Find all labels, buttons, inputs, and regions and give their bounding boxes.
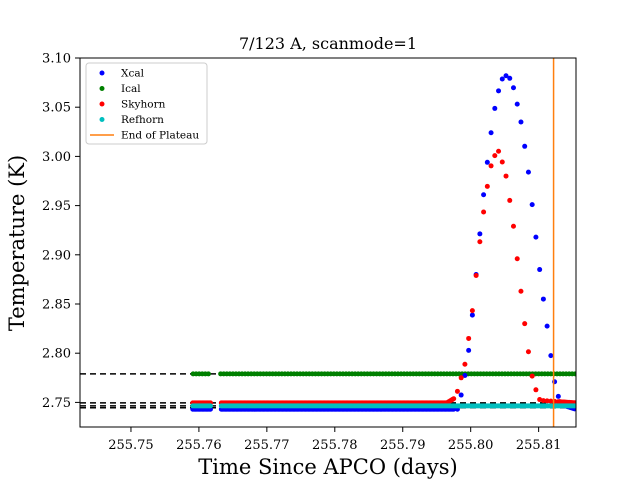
y-tick-label: 2.90: [42, 248, 71, 263]
data-point-skyhorn: [503, 173, 509, 179]
data-point-xcal: [522, 143, 528, 149]
data-point-skyhorn: [522, 321, 528, 327]
legend-label: Xcal: [121, 68, 145, 80]
data-point-xcal: [540, 296, 546, 302]
data-point-skyhorn: [454, 388, 460, 394]
data-point-xcal: [503, 73, 509, 79]
legend-swatch-ical: [99, 86, 105, 91]
x-tick-label: 255.79: [380, 438, 426, 453]
legend-label: Skyhorn: [121, 99, 166, 111]
data-point-ical: [572, 371, 576, 377]
data-point-xcal: [477, 231, 483, 237]
series-refhorn: [190, 403, 576, 409]
data-point-xcal: [462, 372, 468, 378]
data-point-skyhorn: [525, 349, 531, 355]
data-point-xcal: [484, 159, 490, 165]
data-point-skyhorn: [510, 223, 516, 229]
data-point-xcal: [499, 76, 505, 82]
x-tick-label: 255.78: [312, 438, 358, 453]
data-point-refhorn: [207, 403, 213, 409]
data-point-skyhorn: [481, 209, 487, 215]
data-point-skyhorn: [473, 272, 479, 278]
data-point-ical: [205, 371, 211, 377]
y-tick-label: 3.00: [42, 150, 71, 165]
data-point-xcal: [510, 85, 516, 91]
data-point-skyhorn: [529, 373, 535, 379]
legend-label: End of Plateau: [121, 130, 199, 142]
data-point-skyhorn: [466, 335, 472, 341]
data-point-refhorn: [572, 403, 576, 409]
data-point-skyhorn: [540, 398, 546, 404]
data-point-xcal: [525, 169, 531, 175]
legend-frame: [85, 62, 208, 145]
data-point-skyhorn: [544, 398, 550, 404]
data-point-skyhorn: [514, 256, 520, 262]
y-axis-label: Temperature (K): [5, 155, 29, 331]
legend-label: Ical: [121, 83, 141, 95]
x-tick-label: 255.76: [176, 438, 222, 453]
data-point-xcal: [496, 88, 502, 94]
data-point-xcal: [537, 267, 543, 273]
legend-swatch-xcal: [99, 70, 105, 76]
data-point-xcal: [544, 323, 550, 329]
x-tick-label: 255.81: [516, 438, 562, 453]
y-tick-label: 2.85: [42, 298, 71, 313]
x-tick-label: 255.75: [108, 438, 154, 453]
y-tick-label: 3.05: [42, 101, 71, 116]
data-point-skyhorn: [477, 239, 483, 245]
data-point-skyhorn: [488, 163, 494, 169]
data-point-xcal: [458, 392, 464, 398]
data-point-skyhorn: [451, 396, 457, 402]
data-point-skyhorn: [496, 148, 502, 154]
data-point-xcal: [529, 202, 535, 208]
data-point-skyhorn: [462, 361, 468, 367]
data-point-xcal: [492, 105, 498, 111]
chart-title: 7/123 A, scanmode=1: [239, 34, 417, 53]
x-tick-label: 255.77: [244, 438, 290, 453]
data-point-xcal: [469, 312, 475, 318]
data-point-skyhorn: [492, 153, 498, 159]
legend-swatch-skyhorn: [99, 101, 105, 107]
data-point-skyhorn: [548, 398, 554, 404]
data-point-xcal: [533, 234, 539, 240]
data-point-skyhorn: [484, 183, 490, 189]
data-point-xcal: [514, 101, 520, 107]
data-point-xcal: [507, 75, 513, 81]
data-point-skyhorn: [518, 288, 524, 294]
legend-swatch-refhorn: [99, 117, 105, 122]
legend: Xcal Ical Skyhorn Refhorn End of Plateau: [85, 62, 208, 145]
y-tick-label: 2.80: [42, 347, 71, 362]
data-point-skyhorn: [533, 387, 539, 393]
data-point-xcal: [518, 119, 524, 125]
data-point-skyhorn: [469, 308, 475, 314]
data-point-xcal: [488, 130, 494, 136]
legend-label: Refhorn: [121, 114, 164, 126]
data-point-skyhorn: [507, 197, 513, 203]
data-point-xcal: [555, 393, 561, 399]
y-tick-label: 3.10: [42, 52, 71, 67]
data-point-xcal: [466, 347, 472, 353]
series-ical: [190, 371, 576, 377]
y-tick-label: 2.75: [42, 396, 71, 411]
data-point-xcal: [548, 353, 554, 359]
y-tick-label: 2.95: [42, 199, 71, 214]
x-tick-label: 255.80: [448, 438, 494, 453]
plot-area-frame: [79, 57, 577, 428]
data-point-skyhorn: [458, 375, 464, 381]
x-axis-label: Time Since APCO (days): [198, 455, 457, 479]
series-skyhorn: [190, 148, 576, 406]
data-point-skyhorn: [499, 159, 505, 165]
series-xcal: [190, 73, 576, 412]
data-point-xcal: [481, 192, 487, 198]
